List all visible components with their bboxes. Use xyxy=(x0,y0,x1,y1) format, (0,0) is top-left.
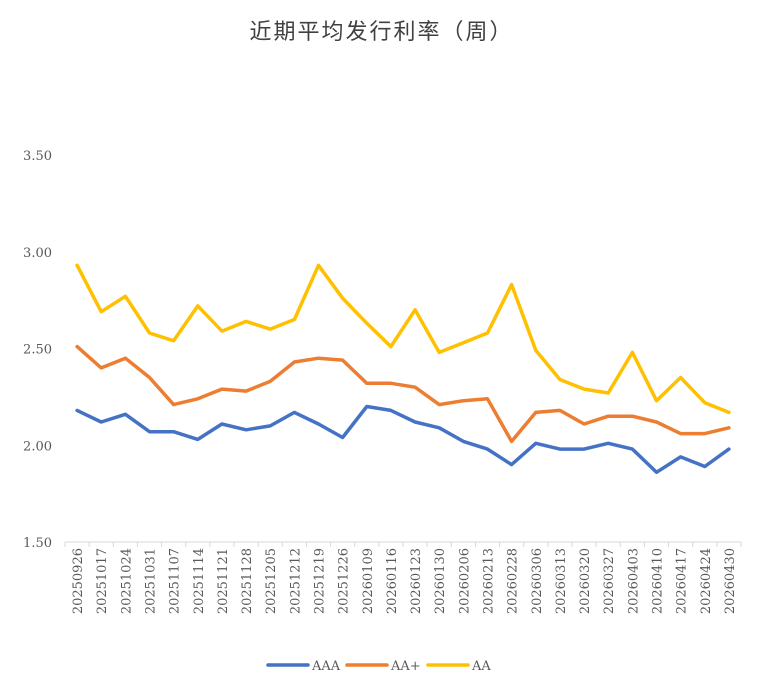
x-tick-label: 20260228 xyxy=(506,548,521,614)
chart-title: 近期平均发行利率（周） xyxy=(249,20,514,45)
y-axis-ticks: 1.50 2.00 2.50 3.00 3.50 xyxy=(23,149,52,551)
series-line-aa xyxy=(75,263,731,415)
legend: AAA AA+ AA xyxy=(266,659,491,674)
x-tick-label: 20260403 xyxy=(626,548,641,614)
y-tick-label: 3.00 xyxy=(23,246,52,261)
x-tick-label: 20251024 xyxy=(119,548,134,614)
x-tick-label: 20251226 xyxy=(337,548,352,614)
y-tick-label: 1.50 xyxy=(23,536,52,551)
y-tick-label: 2.50 xyxy=(23,343,52,358)
x-axis xyxy=(64,541,742,547)
legend-label: AAA xyxy=(311,659,341,674)
x-tick-label: 20260320 xyxy=(578,548,593,614)
y-tick-label: 3.50 xyxy=(23,149,52,164)
x-tick-label: 20251212 xyxy=(288,548,303,614)
x-tick-label: 20251128 xyxy=(240,548,255,614)
y-tick-label: 2.00 xyxy=(23,439,52,454)
series-line-aa-plus xyxy=(75,344,731,444)
x-tick-label: 20260213 xyxy=(482,548,497,614)
x-axis-ticks: 20250926 20251017 20251024 20251031 20251107… xyxy=(71,548,738,614)
x-tick-label: 20260313 xyxy=(554,548,569,614)
x-tick-label: 20251219 xyxy=(313,548,328,614)
series-lines xyxy=(75,263,731,475)
x-tick-label: 20260430 xyxy=(723,548,738,614)
legend-label: AA+ xyxy=(390,659,421,674)
x-tick-label: 20251107 xyxy=(168,548,183,614)
x-tick-label: 20260116 xyxy=(385,548,400,614)
x-tick-label: 20260327 xyxy=(602,548,617,614)
x-tick-label: 20260123 xyxy=(409,548,424,614)
x-tick-label: 20260410 xyxy=(651,548,666,614)
x-tick-label: 20260109 xyxy=(361,548,376,614)
x-tick-label: 20250926 xyxy=(71,548,86,614)
x-tick-label: 20260417 xyxy=(675,548,690,614)
x-tick-label: 20251017 xyxy=(95,548,110,614)
legend-label: AA xyxy=(471,659,491,674)
x-tick-label: 20260130 xyxy=(433,548,448,614)
x-tick-label: 20260206 xyxy=(457,548,472,614)
x-tick-label: 20251205 xyxy=(264,548,279,614)
series-line-aaa xyxy=(75,404,731,475)
x-tick-label: 20251114 xyxy=(192,548,207,614)
x-tick-label: 20260424 xyxy=(699,548,714,614)
x-tick-label: 20251121 xyxy=(216,548,231,614)
x-tick-label: 20260306 xyxy=(530,548,545,614)
x-tick-label: 20251031 xyxy=(144,548,159,614)
